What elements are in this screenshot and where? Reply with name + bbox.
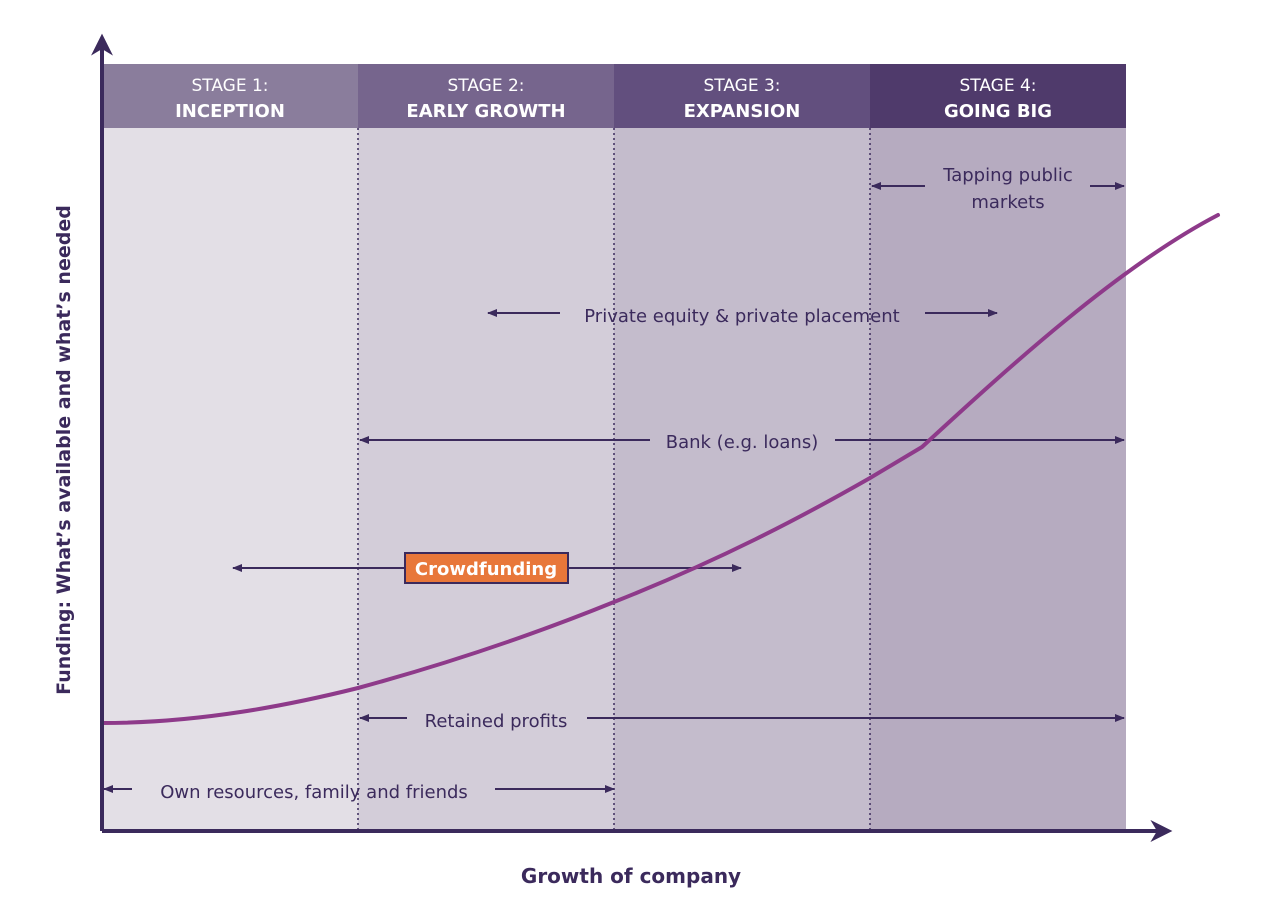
stage-4-number: STAGE 4:	[959, 76, 1036, 96]
stage-3-band	[614, 128, 870, 831]
stage-1-name: INCEPTION	[175, 101, 285, 122]
stage-3-name: EXPANSION	[684, 101, 801, 122]
stage-3-number: STAGE 3:	[703, 76, 780, 96]
stage-3-header	[614, 64, 870, 128]
stage-1-header	[102, 64, 358, 128]
public-markets-label-line2: markets	[971, 192, 1044, 213]
stage-2-number: STAGE 2:	[447, 76, 524, 96]
stage-2-name: EARLY GROWTH	[406, 101, 565, 122]
stage-1-band	[102, 128, 358, 831]
funding-needed-curve	[100, 213, 1220, 725]
public-markets-label-line1: Tapping public	[942, 165, 1073, 186]
stage-4-header	[870, 64, 1126, 128]
stage-1-number: STAGE 1:	[191, 76, 268, 96]
stage-2-band	[358, 128, 614, 831]
retained-profits-label: Retained profits	[425, 711, 568, 732]
y-axis-label: Funding: What’s available and what’s nee…	[53, 205, 75, 695]
crowdfunding-label: Crowdfunding	[415, 559, 557, 580]
crowdfunding-box	[404, 552, 569, 584]
stage-4-name: GOING BIG	[944, 101, 1052, 122]
own-resources-label: Own resources, family and friends	[160, 782, 468, 803]
private-equity-label: Private equity & private placement	[584, 306, 899, 327]
stage-2-header	[358, 64, 614, 128]
x-axis-label: Growth of company	[521, 864, 741, 888]
bank-label: Bank (e.g. loans)	[666, 432, 818, 453]
stage-4-band	[870, 128, 1126, 831]
